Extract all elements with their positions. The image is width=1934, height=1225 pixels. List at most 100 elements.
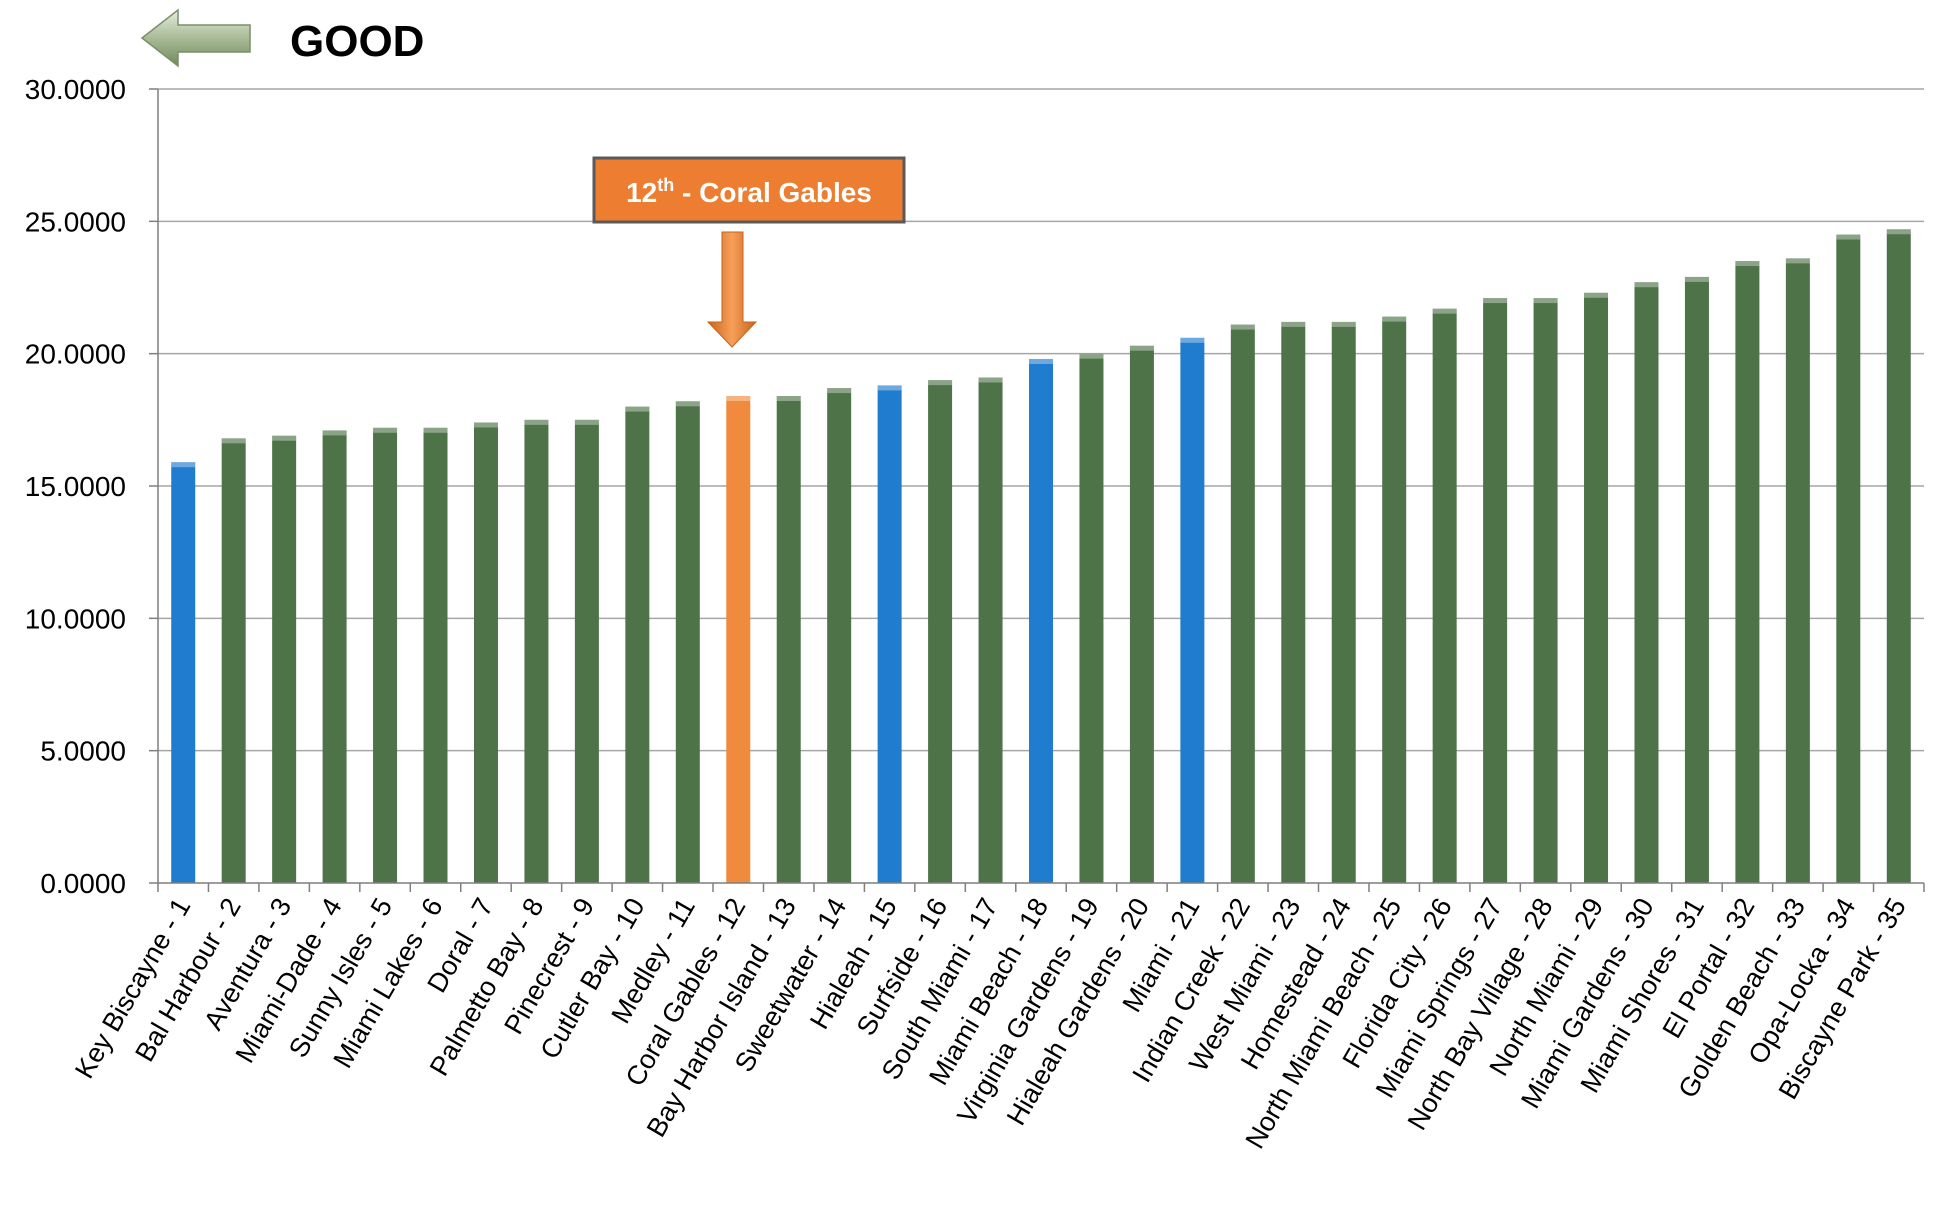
bar-body — [1533, 298, 1558, 883]
bar-body — [1735, 261, 1760, 883]
bar-cap — [1836, 234, 1861, 240]
callout-down-arrow-icon — [706, 231, 758, 348]
bar-body — [1230, 324, 1255, 883]
bar-cap — [776, 396, 801, 402]
bar — [675, 401, 700, 883]
bar-cap — [675, 401, 700, 407]
bar-cap — [877, 385, 902, 391]
bar — [625, 406, 650, 883]
bar — [423, 427, 448, 883]
bar-cap — [1180, 337, 1205, 343]
bar-body — [1785, 258, 1810, 883]
bar — [1533, 298, 1558, 883]
bar — [1684, 276, 1709, 883]
bar-cap — [1533, 298, 1558, 304]
bar — [574, 419, 599, 883]
bar-body — [1281, 321, 1306, 883]
bar-body — [1180, 337, 1205, 884]
bar — [171, 462, 196, 883]
bar — [1129, 345, 1154, 883]
bar-body — [1634, 282, 1659, 883]
bar-body — [1129, 345, 1154, 883]
bar-body — [827, 388, 852, 883]
bar-cap — [1584, 292, 1609, 298]
bar — [1735, 261, 1760, 883]
bar-cap — [1483, 298, 1508, 304]
bar-body — [1483, 298, 1508, 883]
bar-cap — [1684, 276, 1709, 282]
bar-body — [574, 419, 599, 883]
bar — [1634, 282, 1659, 883]
good-label: GOOD — [290, 17, 424, 66]
bar-body — [423, 427, 448, 883]
bar-body — [978, 377, 1003, 883]
bar-body — [625, 406, 650, 883]
bar-body — [1382, 316, 1407, 883]
y-tick-label: 30.0000 — [25, 74, 126, 105]
bar-cap — [1785, 258, 1810, 264]
bar — [221, 438, 246, 883]
bar — [272, 435, 297, 883]
bar-body — [473, 422, 498, 883]
bar — [1584, 292, 1609, 883]
bar — [1836, 234, 1861, 884]
bar-cap — [473, 422, 498, 428]
good-arrow-icon — [140, 8, 251, 68]
bar — [1785, 258, 1810, 883]
bar — [1331, 321, 1356, 883]
bar-cap — [1281, 321, 1306, 327]
bar-cap — [423, 427, 448, 433]
bar-cap — [1735, 261, 1760, 267]
callout-text: 12th - Coral Gables — [626, 175, 872, 208]
bar-cap — [1432, 308, 1457, 314]
bars — [171, 229, 1911, 884]
bar-body — [272, 435, 297, 883]
bar — [978, 377, 1003, 883]
bar-body — [322, 430, 347, 883]
bar-body — [171, 462, 196, 883]
bar-cap — [221, 438, 246, 444]
bar-body — [524, 419, 549, 883]
bar-cap — [524, 419, 549, 425]
bar — [928, 380, 953, 883]
bar — [524, 419, 549, 883]
y-tick-label: 15.0000 — [25, 471, 126, 502]
bar-body — [1432, 308, 1457, 883]
bar — [1382, 316, 1407, 883]
bar-cap — [1331, 321, 1356, 327]
callout: 12th - Coral Gables — [592, 156, 906, 348]
bar-cap — [1129, 345, 1154, 351]
bar-cap — [978, 377, 1003, 383]
bar-body — [1331, 321, 1356, 883]
callout-suffix: th — [657, 175, 674, 195]
bar-cap — [1886, 229, 1911, 235]
bar-cap — [625, 406, 650, 412]
bar-cap — [574, 419, 599, 425]
bar-cap — [1029, 358, 1053, 364]
bar — [877, 385, 902, 883]
bar-cap — [272, 435, 297, 441]
bar-body — [1079, 353, 1104, 884]
y-tick-label: 0.0000 — [40, 868, 126, 899]
bar — [1079, 353, 1104, 884]
y-tick-label: 25.0000 — [25, 206, 126, 237]
bar-cap — [928, 380, 953, 386]
bar-body — [1836, 234, 1861, 884]
bar — [322, 430, 347, 883]
callout-ordinal: 12 — [626, 177, 657, 208]
bar-body — [373, 427, 398, 883]
bar-cap — [373, 427, 398, 433]
bar — [373, 427, 398, 883]
bar — [1180, 337, 1205, 884]
bar-cap — [827, 388, 852, 394]
bar — [1483, 298, 1508, 883]
y-tick-label: 20.0000 — [25, 339, 126, 370]
bar-body — [776, 396, 801, 883]
bar-body — [928, 380, 953, 883]
bar-cap — [1079, 353, 1104, 359]
bar-cap — [1230, 324, 1255, 330]
bar-cap — [1382, 316, 1407, 322]
bar — [473, 422, 498, 883]
